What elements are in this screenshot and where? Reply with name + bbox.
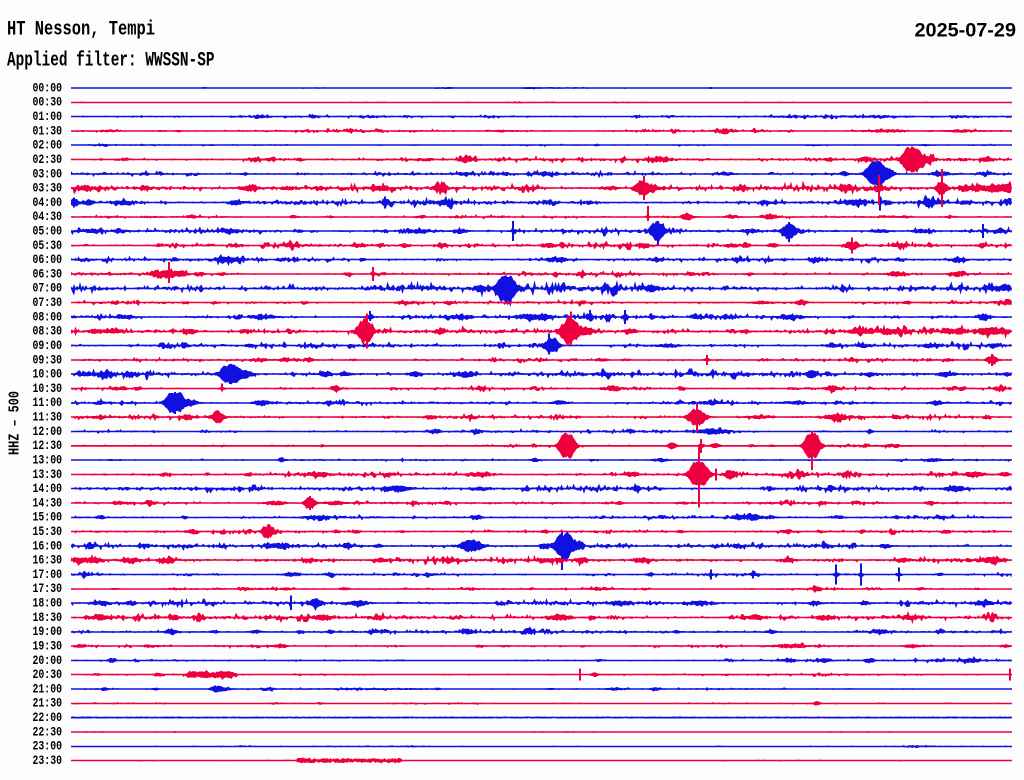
svg-text:10:30: 10:30 [33, 381, 63, 396]
svg-text:01:00: 01:00 [33, 109, 63, 124]
svg-text:01:30: 01:30 [33, 124, 63, 139]
svg-text:Applied filter: WWSSN-SP: Applied filter: WWSSN-SP [7, 50, 215, 73]
svg-text:03:00: 03:00 [33, 167, 63, 182]
svg-text:23:30: 23:30 [33, 753, 63, 768]
svg-text:20:30: 20:30 [33, 667, 63, 682]
svg-text:03:30: 03:30 [33, 181, 63, 196]
svg-text:19:30: 19:30 [33, 639, 63, 654]
svg-text:17:00: 17:00 [33, 567, 63, 582]
svg-text:00:30: 00:30 [33, 95, 63, 110]
svg-text:17:30: 17:30 [33, 581, 63, 596]
svg-text:23:00: 23:00 [33, 739, 63, 754]
svg-text:12:00: 12:00 [33, 424, 63, 439]
svg-text:22:30: 22:30 [33, 725, 63, 740]
svg-text:21:30: 21:30 [33, 696, 63, 711]
svg-text:09:00: 09:00 [33, 338, 63, 353]
svg-text:15:30: 15:30 [33, 524, 63, 539]
svg-text:19:00: 19:00 [33, 624, 63, 639]
svg-text:21:00: 21:00 [33, 682, 63, 697]
svg-text:02:30: 02:30 [33, 152, 63, 167]
svg-text:00:00: 00:00 [33, 81, 63, 96]
svg-text:07:00: 07:00 [33, 281, 63, 296]
svg-text:06:00: 06:00 [33, 252, 63, 267]
svg-text:02:00: 02:00 [33, 138, 63, 153]
svg-text:11:00: 11:00 [33, 395, 63, 410]
svg-text:07:30: 07:30 [33, 295, 63, 310]
svg-text:04:00: 04:00 [33, 195, 63, 210]
svg-text:16:00: 16:00 [33, 539, 63, 554]
svg-text:14:00: 14:00 [33, 481, 63, 496]
svg-text:HHZ – 500: HHZ – 500 [7, 391, 24, 455]
svg-text:08:30: 08:30 [33, 324, 63, 339]
svg-text:13:00: 13:00 [33, 453, 63, 468]
svg-text:11:30: 11:30 [33, 410, 63, 425]
svg-text:18:30: 18:30 [33, 610, 63, 625]
svg-text:08:00: 08:00 [33, 310, 63, 325]
svg-text:20:00: 20:00 [33, 653, 63, 668]
svg-text:05:30: 05:30 [33, 238, 63, 253]
svg-text:16:30: 16:30 [33, 553, 63, 568]
svg-text:13:30: 13:30 [33, 467, 63, 482]
svg-text:09:30: 09:30 [33, 353, 63, 368]
svg-text:22:00: 22:00 [33, 710, 63, 725]
svg-text:18:00: 18:00 [33, 596, 63, 611]
svg-text:04:30: 04:30 [33, 209, 63, 224]
svg-text:10:00: 10:00 [33, 367, 63, 382]
svg-text:05:00: 05:00 [33, 224, 63, 239]
svg-text:12:30: 12:30 [33, 438, 63, 453]
svg-text:2025-07-29: 2025-07-29 [915, 21, 1017, 42]
svg-text:HT Nesson, Tempi: HT Nesson, Tempi [7, 19, 155, 42]
svg-text:06:30: 06:30 [33, 267, 63, 282]
svg-text:14:30: 14:30 [33, 496, 63, 511]
svg-text:15:00: 15:00 [33, 510, 63, 525]
